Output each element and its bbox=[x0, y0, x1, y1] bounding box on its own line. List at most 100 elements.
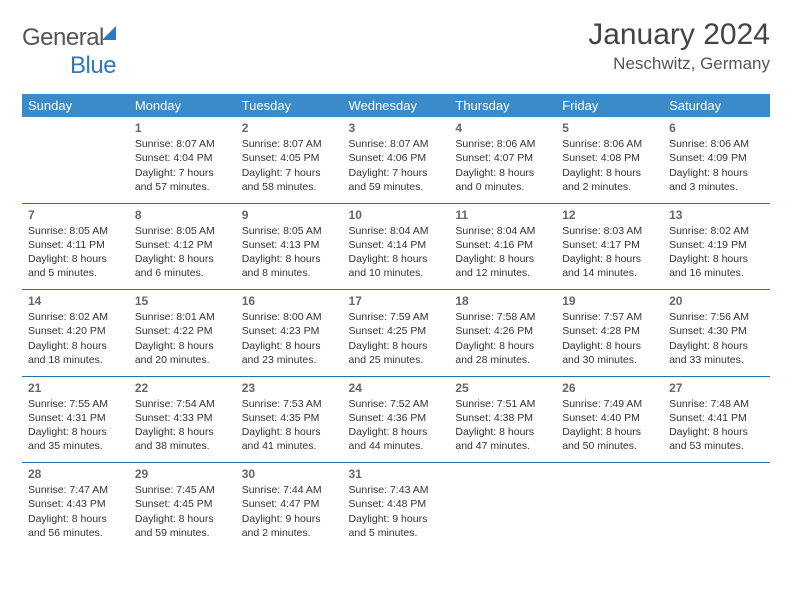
daylight-line: Daylight: 8 hours and 12 minutes. bbox=[455, 252, 550, 280]
sunset-line: Sunset: 4:08 PM bbox=[562, 151, 657, 165]
day-number: 24 bbox=[349, 380, 444, 396]
sunrise-line: Sunrise: 8:06 AM bbox=[455, 137, 550, 151]
sunrise-line: Sunrise: 8:07 AM bbox=[349, 137, 444, 151]
sunset-line: Sunset: 4:33 PM bbox=[135, 411, 230, 425]
daylight-line: Daylight: 8 hours and 47 minutes. bbox=[455, 425, 550, 453]
daylight-line: Daylight: 8 hours and 44 minutes. bbox=[349, 425, 444, 453]
sunrise-line: Sunrise: 8:05 AM bbox=[135, 224, 230, 238]
daylight-line: Daylight: 8 hours and 59 minutes. bbox=[135, 512, 230, 540]
day-number: 16 bbox=[242, 293, 337, 309]
sunset-line: Sunset: 4:47 PM bbox=[242, 497, 337, 511]
sunset-line: Sunset: 4:11 PM bbox=[28, 238, 123, 252]
day-header: Sunday bbox=[22, 94, 129, 117]
day-header-row: SundayMondayTuesdayWednesdayThursdayFrid… bbox=[22, 94, 770, 117]
day-number: 9 bbox=[242, 207, 337, 223]
sunset-line: Sunset: 4:30 PM bbox=[669, 324, 764, 338]
sunset-line: Sunset: 4:31 PM bbox=[28, 411, 123, 425]
logo-word1: General bbox=[22, 24, 104, 51]
day-number: 18 bbox=[455, 293, 550, 309]
day-cell: 18Sunrise: 7:58 AMSunset: 4:26 PMDayligh… bbox=[449, 290, 556, 376]
sunset-line: Sunset: 4:06 PM bbox=[349, 151, 444, 165]
daylight-line: Daylight: 8 hours and 50 minutes. bbox=[562, 425, 657, 453]
daylight-line: Daylight: 8 hours and 16 minutes. bbox=[669, 252, 764, 280]
day-cell: 17Sunrise: 7:59 AMSunset: 4:25 PMDayligh… bbox=[343, 290, 450, 376]
day-number: 7 bbox=[28, 207, 123, 223]
day-header: Friday bbox=[556, 94, 663, 117]
day-cell: 23Sunrise: 7:53 AMSunset: 4:35 PMDayligh… bbox=[236, 377, 343, 463]
day-cell: 19Sunrise: 7:57 AMSunset: 4:28 PMDayligh… bbox=[556, 290, 663, 376]
day-cell: 21Sunrise: 7:55 AMSunset: 4:31 PMDayligh… bbox=[22, 377, 129, 463]
daylight-line: Daylight: 8 hours and 56 minutes. bbox=[28, 512, 123, 540]
sunrise-line: Sunrise: 7:51 AM bbox=[455, 397, 550, 411]
day-number: 27 bbox=[669, 380, 764, 396]
sunset-line: Sunset: 4:40 PM bbox=[562, 411, 657, 425]
day-number: 20 bbox=[669, 293, 764, 309]
sunrise-line: Sunrise: 7:53 AM bbox=[242, 397, 337, 411]
title-block: January 2024 Neschwitz, Germany bbox=[588, 18, 770, 74]
sunset-line: Sunset: 4:45 PM bbox=[135, 497, 230, 511]
day-cell: 20Sunrise: 7:56 AMSunset: 4:30 PMDayligh… bbox=[663, 290, 770, 376]
sunrise-line: Sunrise: 8:06 AM bbox=[562, 137, 657, 151]
header: General Blue January 2024 Neschwitz, Ger… bbox=[22, 18, 770, 80]
sunset-line: Sunset: 4:04 PM bbox=[135, 151, 230, 165]
sunrise-line: Sunrise: 8:07 AM bbox=[135, 137, 230, 151]
day-number: 13 bbox=[669, 207, 764, 223]
sunrise-line: Sunrise: 8:02 AM bbox=[28, 310, 123, 324]
day-number: 14 bbox=[28, 293, 123, 309]
daylight-line: Daylight: 8 hours and 5 minutes. bbox=[28, 252, 123, 280]
daylight-line: Daylight: 7 hours and 59 minutes. bbox=[349, 166, 444, 194]
day-number: 21 bbox=[28, 380, 123, 396]
sunset-line: Sunset: 4:19 PM bbox=[669, 238, 764, 252]
sunset-line: Sunset: 4:17 PM bbox=[562, 238, 657, 252]
day-number: 5 bbox=[562, 120, 657, 136]
day-cell: 30Sunrise: 7:44 AMSunset: 4:47 PMDayligh… bbox=[236, 463, 343, 549]
daylight-line: Daylight: 9 hours and 5 minutes. bbox=[349, 512, 444, 540]
sunset-line: Sunset: 4:20 PM bbox=[28, 324, 123, 338]
day-number: 22 bbox=[135, 380, 230, 396]
day-number: 4 bbox=[455, 120, 550, 136]
day-number: 23 bbox=[242, 380, 337, 396]
day-cell: 25Sunrise: 7:51 AMSunset: 4:38 PMDayligh… bbox=[449, 377, 556, 463]
day-cell: 14Sunrise: 8:02 AMSunset: 4:20 PMDayligh… bbox=[22, 290, 129, 376]
sunrise-line: Sunrise: 7:54 AM bbox=[135, 397, 230, 411]
sunrise-line: Sunrise: 7:43 AM bbox=[349, 483, 444, 497]
daylight-line: Daylight: 8 hours and 2 minutes. bbox=[562, 166, 657, 194]
daylight-line: Daylight: 8 hours and 20 minutes. bbox=[135, 339, 230, 367]
sunrise-line: Sunrise: 7:55 AM bbox=[28, 397, 123, 411]
daylight-line: Daylight: 8 hours and 35 minutes. bbox=[28, 425, 123, 453]
sunrise-line: Sunrise: 7:47 AM bbox=[28, 483, 123, 497]
day-number: 30 bbox=[242, 466, 337, 482]
sunrise-line: Sunrise: 7:59 AM bbox=[349, 310, 444, 324]
daylight-line: Daylight: 8 hours and 8 minutes. bbox=[242, 252, 337, 280]
day-cell: 29Sunrise: 7:45 AMSunset: 4:45 PMDayligh… bbox=[129, 463, 236, 549]
day-cell: 5Sunrise: 8:06 AMSunset: 4:08 PMDaylight… bbox=[556, 117, 663, 203]
sunset-line: Sunset: 4:16 PM bbox=[455, 238, 550, 252]
sunrise-line: Sunrise: 7:45 AM bbox=[135, 483, 230, 497]
sunset-line: Sunset: 4:05 PM bbox=[242, 151, 337, 165]
day-cell: 13Sunrise: 8:02 AMSunset: 4:19 PMDayligh… bbox=[663, 204, 770, 290]
sunrise-line: Sunrise: 7:57 AM bbox=[562, 310, 657, 324]
day-cell: 2Sunrise: 8:07 AMSunset: 4:05 PMDaylight… bbox=[236, 117, 343, 203]
day-number: 31 bbox=[349, 466, 444, 482]
week-row: 1Sunrise: 8:07 AMSunset: 4:04 PMDaylight… bbox=[22, 117, 770, 203]
daylight-line: Daylight: 8 hours and 10 minutes. bbox=[349, 252, 444, 280]
daylight-line: Daylight: 8 hours and 33 minutes. bbox=[669, 339, 764, 367]
daylight-line: Daylight: 8 hours and 41 minutes. bbox=[242, 425, 337, 453]
day-number: 6 bbox=[669, 120, 764, 136]
sunrise-line: Sunrise: 8:01 AM bbox=[135, 310, 230, 324]
daylight-line: Daylight: 7 hours and 58 minutes. bbox=[242, 166, 337, 194]
daylight-line: Daylight: 8 hours and 53 minutes. bbox=[669, 425, 764, 453]
day-cell: 8Sunrise: 8:05 AMSunset: 4:12 PMDaylight… bbox=[129, 204, 236, 290]
day-cell bbox=[449, 463, 556, 549]
sunrise-line: Sunrise: 8:00 AM bbox=[242, 310, 337, 324]
day-cell: 7Sunrise: 8:05 AMSunset: 4:11 PMDaylight… bbox=[22, 204, 129, 290]
sunrise-line: Sunrise: 8:05 AM bbox=[242, 224, 337, 238]
day-number: 10 bbox=[349, 207, 444, 223]
sunset-line: Sunset: 4:43 PM bbox=[28, 497, 123, 511]
daylight-line: Daylight: 8 hours and 14 minutes. bbox=[562, 252, 657, 280]
day-number: 12 bbox=[562, 207, 657, 223]
day-cell: 10Sunrise: 8:04 AMSunset: 4:14 PMDayligh… bbox=[343, 204, 450, 290]
day-number: 26 bbox=[562, 380, 657, 396]
sunrise-line: Sunrise: 8:04 AM bbox=[455, 224, 550, 238]
week-row: 21Sunrise: 7:55 AMSunset: 4:31 PMDayligh… bbox=[22, 377, 770, 463]
